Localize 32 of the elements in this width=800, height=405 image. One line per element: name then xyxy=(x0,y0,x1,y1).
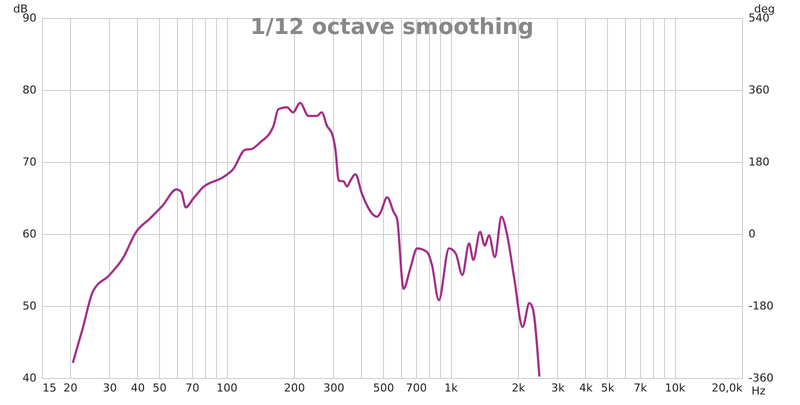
x-tick-label: 20,0k xyxy=(712,382,744,394)
x-axis-title: Hz xyxy=(751,384,766,398)
x-tick-label: 4k xyxy=(579,382,594,394)
x-tick-label: 70 xyxy=(185,382,200,394)
x-tick-label: 500 xyxy=(373,382,394,394)
x-tick-label: 700 xyxy=(406,382,427,394)
y2-tick-label: -180 xyxy=(748,300,774,312)
x-tick-label: 7k xyxy=(634,382,648,394)
x-tick-label: 40 xyxy=(130,382,145,394)
y-tick-label: 90 xyxy=(22,12,36,24)
y2-tick-label: 360 xyxy=(748,84,770,96)
x-tick-label: 30 xyxy=(102,382,117,394)
y-tick-label: 80 xyxy=(22,84,36,96)
x-tick-label: 2k xyxy=(512,382,526,394)
y-tick-label: 40 xyxy=(22,372,36,384)
y-tick-label: 70 xyxy=(22,156,36,168)
x-tick-label: 15 xyxy=(42,382,56,394)
x-tick-label: 20 xyxy=(63,382,78,394)
y2-tick-label: -360 xyxy=(748,372,774,384)
x-tick-label: 100 xyxy=(216,382,238,394)
x-tick-label: 300 xyxy=(323,382,344,394)
y-tick-label: 60 xyxy=(22,228,36,240)
x-tick-label: 5k xyxy=(600,382,615,394)
y-tick-label: 50 xyxy=(22,300,36,312)
x-tick-label: 200 xyxy=(284,382,305,394)
y2-tick-label: 0 xyxy=(748,228,756,240)
x-tick-label: 50 xyxy=(152,382,167,394)
x-tick-label: 1k xyxy=(444,382,458,394)
chart-title: 1/12 octave smoothing xyxy=(250,15,534,40)
y2-tick-label: 180 xyxy=(748,156,770,168)
x-tick-label: 10k xyxy=(664,382,686,394)
x-tick-label: 3k xyxy=(551,382,566,394)
